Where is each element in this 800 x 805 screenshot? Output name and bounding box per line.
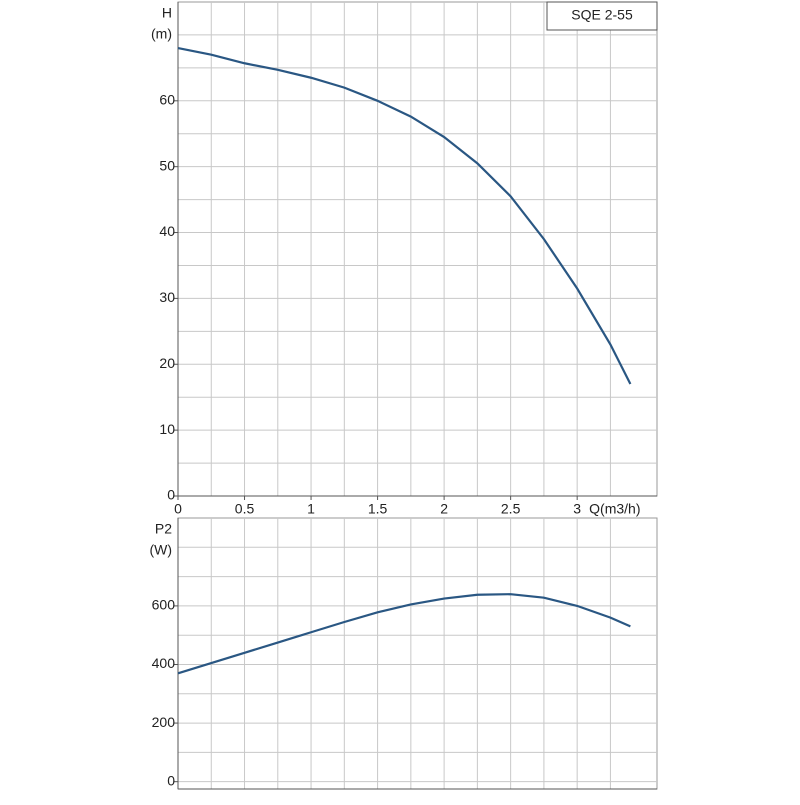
- y-tick-label: 40: [159, 223, 175, 239]
- y-tick-label: 200: [152, 714, 176, 730]
- x-tick-label: 1: [307, 501, 315, 517]
- x-tick-label: 0: [174, 501, 182, 517]
- y-tick-label: 60: [159, 92, 175, 108]
- y-tick-label: 400: [152, 655, 176, 671]
- y-axis-label: P2: [155, 521, 172, 537]
- y-tick-label: 600: [152, 597, 176, 613]
- x-tick-label: 2.5: [501, 501, 521, 517]
- x-tick-label: 3: [573, 501, 581, 517]
- label-box: [546, 1, 658, 31]
- y-tick-label: 10: [159, 421, 175, 437]
- y-axis-unit: (W): [149, 542, 172, 558]
- x-axis-label: Q(m3/h): [589, 501, 640, 517]
- x-tick-label: 0.5: [235, 501, 255, 517]
- y-axis-label: H: [162, 5, 172, 21]
- x-tick-label: 2: [440, 501, 448, 517]
- y-tick-label: 0: [167, 487, 175, 503]
- y-tick-label: 50: [159, 157, 175, 173]
- y-axis-unit: (m): [151, 26, 172, 42]
- plot-area: [177, 1, 658, 497]
- x-tick-label: 1.5: [368, 501, 388, 517]
- y-tick-label: 20: [159, 355, 175, 371]
- y-tick-label: 0: [167, 772, 175, 788]
- y-tick-label: 30: [159, 289, 175, 305]
- plot-area: [177, 517, 658, 790]
- line: [177, 47, 632, 385]
- chart-label: SQE 2-55: [571, 7, 633, 23]
- line: [177, 593, 631, 675]
